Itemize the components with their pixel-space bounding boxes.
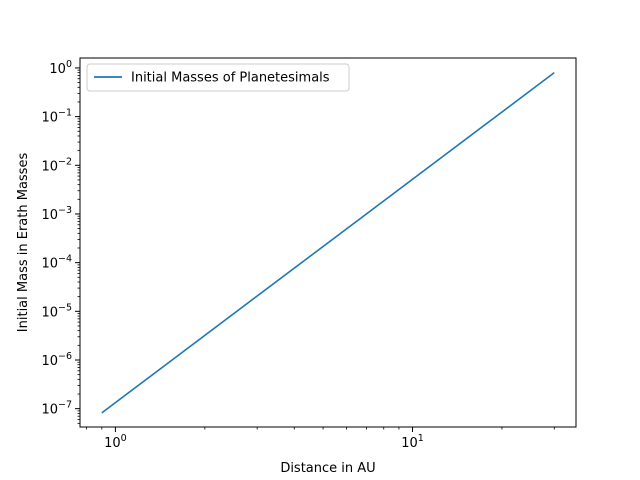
y-axis-ticks: 10−7 10−6 10−5 10−4 10−3 10−2 10−1 100: [41, 59, 80, 424]
x-tick-label: 100: [104, 433, 127, 451]
series-layer: [101, 72, 555, 414]
y-tick-label: 10−7: [41, 400, 72, 418]
x-axis-ticks: 100 101: [86, 427, 555, 451]
legend: Initial Masses of Planetesimals: [86, 63, 350, 92]
y-tick-label: 10−3: [41, 205, 72, 223]
y-tick-label: 10−1: [41, 108, 72, 126]
y-axis-label: Initial Mass in Erath Masses: [16, 153, 31, 333]
plot-frame: [79, 57, 577, 428]
y-tick-label: 10−2: [41, 156, 72, 174]
y-tick-label: 10−6: [41, 351, 72, 369]
y-tick-label: 10−4: [41, 254, 72, 272]
y-tick-label: 10−5: [41, 302, 72, 320]
legend-box: [86, 63, 350, 92]
x-axis-label: Distance in AU: [280, 461, 375, 476]
legend-label: Initial Masses of Planetesimals: [131, 71, 330, 86]
y-tick-label: 100: [49, 59, 72, 77]
series-line-0: [101, 72, 555, 414]
x-tick-label: 101: [401, 433, 424, 451]
